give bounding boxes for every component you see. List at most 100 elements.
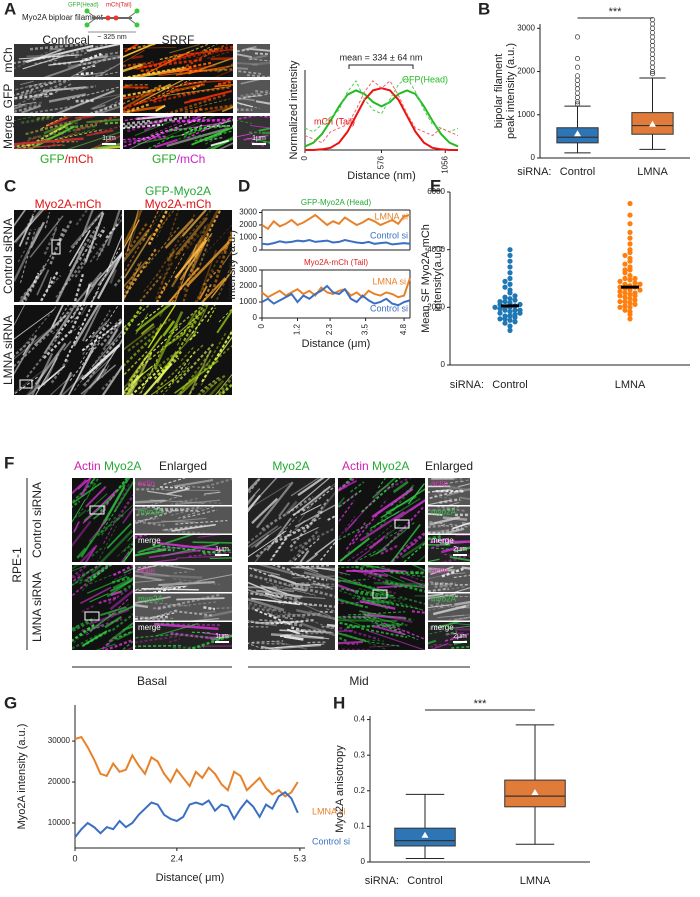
fiber (278, 502, 290, 517)
fiber (401, 540, 425, 559)
fiber (123, 135, 168, 141)
fibers (124, 210, 232, 302)
fiber (174, 232, 198, 260)
fiber (186, 116, 233, 139)
fiber (445, 527, 465, 534)
x-tick-label: 0 (257, 323, 266, 328)
fibers (135, 565, 232, 592)
fiber (248, 478, 261, 493)
fiber (339, 626, 380, 641)
fiber (88, 341, 122, 378)
fiber (31, 352, 54, 395)
fiber (321, 625, 335, 629)
fiber (168, 210, 212, 258)
fiber (352, 569, 389, 578)
fiber (338, 640, 364, 645)
fiber (113, 275, 122, 287)
fiber (113, 480, 133, 513)
fiber (135, 634, 181, 644)
fiber (451, 614, 470, 618)
fiber (375, 528, 407, 555)
fiber (86, 493, 108, 512)
x-tick-label: Control (492, 379, 527, 391)
fiber (99, 636, 116, 650)
fiber (67, 86, 120, 101)
fiber (361, 613, 402, 626)
data-point (617, 298, 623, 305)
fibers (428, 478, 470, 505)
data-point (632, 275, 638, 282)
fiber (14, 104, 41, 113)
fiber (203, 330, 228, 371)
y-tick-label: 3000 (239, 208, 257, 217)
fiber (251, 640, 284, 643)
fiber (291, 526, 319, 541)
y-axis-label: Mean SF Myo2A-mCh (420, 224, 432, 333)
fiber (441, 527, 463, 533)
fiber (156, 210, 172, 238)
data-point (627, 264, 633, 270)
fiber (185, 222, 210, 250)
fiber (428, 520, 445, 525)
scale-label: 2μm (453, 633, 467, 640)
fiber (14, 335, 37, 358)
annotation: mean = 334 ± 64 nm (340, 52, 423, 62)
fiber (123, 84, 149, 86)
chart-title: GFP-Myo2A (Head) (301, 198, 372, 207)
fiber (255, 533, 285, 558)
fiber (124, 44, 140, 53)
fiber (189, 232, 213, 266)
fiber (461, 546, 470, 551)
outlier (574, 34, 581, 40)
fiber (279, 621, 304, 627)
fiber (428, 580, 443, 585)
micrograph (428, 593, 470, 621)
fiber (124, 222, 148, 260)
fiber (183, 225, 207, 291)
panel-label: F (4, 453, 14, 472)
fiber (258, 127, 270, 132)
micrograph (428, 535, 470, 562)
fiber (449, 622, 470, 626)
fiber (191, 305, 209, 339)
fiber (275, 643, 322, 650)
fiber (157, 357, 180, 376)
fiber (440, 546, 459, 554)
fiber (89, 332, 122, 374)
data-point (507, 252, 513, 259)
fiber (266, 517, 292, 552)
fiber (202, 44, 219, 51)
fiber (77, 509, 87, 518)
fiber (34, 342, 67, 386)
fiber (177, 506, 216, 519)
data-point (627, 304, 633, 310)
header-actin: Actin (342, 459, 369, 473)
fiber (237, 108, 253, 112)
fiber (442, 546, 467, 552)
y-tick-label: 0 (441, 360, 446, 369)
fiber (194, 270, 215, 302)
fiber (161, 520, 196, 523)
fiber (106, 234, 122, 273)
fiber (81, 566, 106, 592)
fiber (135, 535, 150, 540)
fiber (191, 631, 212, 634)
y-tick-label: 1000 (239, 233, 257, 242)
fiber (70, 211, 104, 249)
fiber (86, 621, 103, 636)
fiber (202, 283, 212, 302)
fiber (135, 603, 149, 609)
fibers (135, 622, 232, 649)
fiber (248, 493, 256, 506)
column-header: Myo2A-mCh (145, 197, 212, 211)
micrograph (428, 622, 470, 649)
strip-label: merge (138, 536, 161, 545)
annotation: *** (609, 6, 623, 18)
fiber (98, 228, 107, 238)
fiber (290, 626, 308, 634)
fiber (55, 89, 115, 113)
column-header: Enlarged (425, 459, 473, 473)
fiber (111, 576, 132, 584)
fiber (154, 138, 178, 149)
fiber (452, 522, 470, 530)
